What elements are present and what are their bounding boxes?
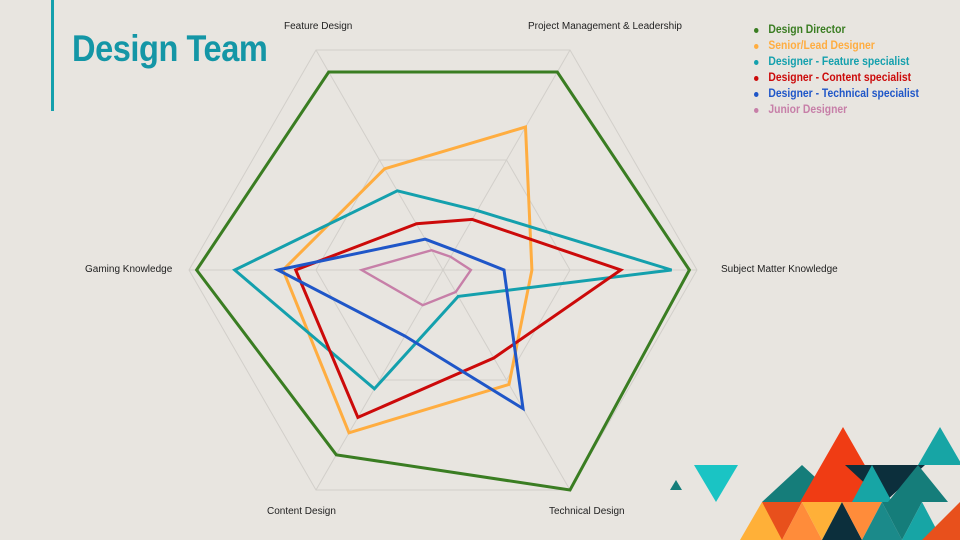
axis-label-technical-design: Technical Design [549, 506, 625, 517]
legend-label: Design Director [768, 24, 846, 36]
teal-triangle-4 [862, 502, 902, 540]
small-teal-triangle [670, 480, 682, 490]
legend-dot-icon [754, 75, 759, 81]
series-junior-designer [358, 248, 473, 307]
series-designer-content-specialist [293, 217, 625, 420]
series-designer-technical-specialist [273, 237, 525, 412]
legend-item: Designer - Content specialist [754, 70, 919, 86]
red-triangle-2 [762, 502, 802, 540]
legend-dot-icon [754, 43, 759, 49]
orange-triangle-3 [842, 502, 882, 540]
legend-dot-icon [754, 107, 759, 113]
legend-dot-icon [754, 91, 759, 97]
axis-spoke [315, 49, 444, 271]
series-designer-feature-specialist [231, 189, 673, 391]
legend-dot-icon [754, 59, 759, 65]
legend-item: Designer - Technical specialist [754, 86, 919, 102]
title-accent-bar [51, 0, 54, 111]
legend-item: Designer - Feature specialist [754, 54, 919, 70]
radar-series [194, 70, 692, 492]
orange-triangle-2 [782, 502, 822, 540]
axis-label-feature-design: Feature Design [284, 21, 353, 32]
legend-label: Designer - Content specialist [768, 72, 912, 84]
legend-item: Design Director [754, 22, 919, 38]
orange-triangle-4 [922, 502, 960, 540]
teal-triangle-2 [852, 465, 892, 502]
cyan-down-triangle [694, 465, 738, 502]
axis-label-project-management-leadership: Project Management & Leadership [528, 21, 682, 32]
legend-item: Senior/Lead Designer [754, 38, 919, 54]
axis-label-subject-matter-knowledge: Subject Matter Knowledge [721, 264, 838, 275]
cyan-triangle-1 [918, 427, 960, 465]
axis-spoke [442, 269, 571, 491]
legend-label: Designer - Feature specialist [768, 56, 910, 68]
series-design-director [194, 70, 692, 492]
orange-triangle-1 [740, 502, 784, 540]
legend-label: Senior/Lead Designer [768, 40, 875, 52]
legend-item: Junior Designer [754, 102, 919, 118]
axis-label-gaming-knowledge: Gaming Knowledge [85, 264, 173, 275]
navy-triangle-2 [822, 502, 862, 540]
teal-triangle-3 [888, 465, 948, 502]
amber-triangle-1 [802, 502, 842, 540]
teal-triangle-5 [882, 502, 922, 540]
chart-legend: Design Director Senior/Lead Designer Desig… [754, 22, 937, 118]
radar-grid [188, 49, 698, 491]
legend-dot-icon [754, 27, 759, 33]
legend-label: Junior Designer [768, 104, 848, 116]
navy-triangle-1 [845, 465, 925, 502]
axis-spoke [442, 49, 571, 271]
page-title: Design Team [72, 28, 268, 69]
axis-spoke [315, 269, 444, 491]
axis-label-content-design: Content Design [267, 506, 336, 517]
legend-label: Designer - Technical specialist [768, 88, 919, 100]
